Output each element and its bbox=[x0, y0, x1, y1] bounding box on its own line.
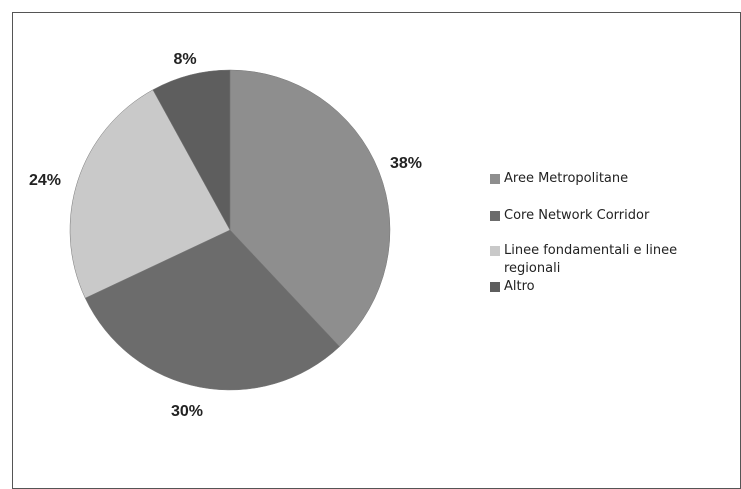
pie-slice bbox=[229, 69, 391, 347]
legend-swatch bbox=[490, 282, 500, 292]
legend-item: Altro bbox=[490, 278, 690, 296]
legend-swatch bbox=[490, 246, 500, 256]
legend-item: Linee fondamentali e linee regionali bbox=[490, 242, 690, 278]
legend-label: Linee fondamentali e linee regionali bbox=[504, 243, 678, 276]
data-label: 30% bbox=[171, 403, 203, 420]
data-label: 8% bbox=[173, 51, 196, 68]
legend-label: Aree Metropolitane bbox=[504, 171, 629, 186]
data-label: 38% bbox=[390, 155, 422, 172]
pie-slice bbox=[84, 229, 340, 391]
pie-slice bbox=[152, 69, 231, 231]
legend-swatch bbox=[490, 211, 500, 221]
legend-label: Core Network Corridor bbox=[504, 208, 650, 223]
legend-swatch bbox=[490, 174, 500, 184]
legend-item: Core Network Corridor bbox=[490, 207, 690, 225]
legend-label: Altro bbox=[504, 279, 535, 294]
legend: Aree Metropolitane Core Network Corridor L… bbox=[490, 170, 690, 296]
legend-item: Aree Metropolitane bbox=[490, 170, 690, 188]
pie-slice bbox=[69, 89, 231, 299]
data-label: 24% bbox=[29, 172, 61, 189]
